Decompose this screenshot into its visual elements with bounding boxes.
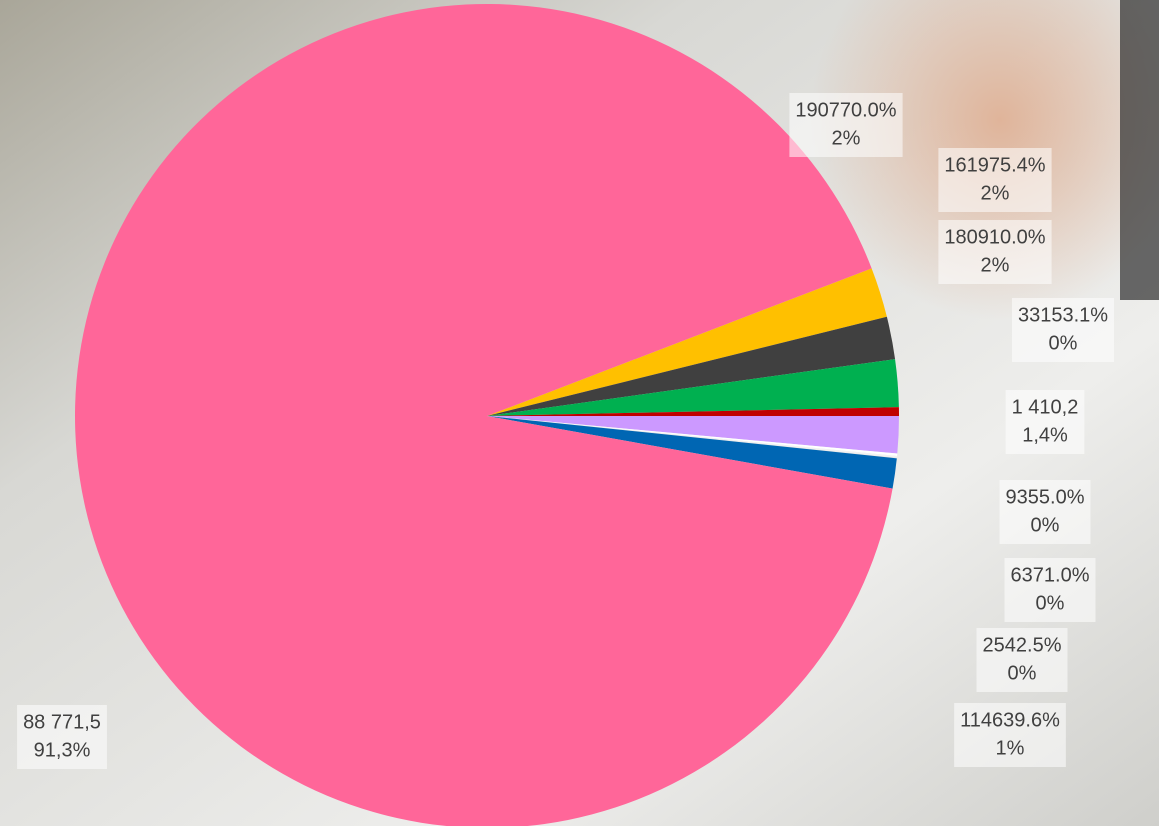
data-label-value: 180910.0% [944,226,1045,248]
data-label-percent: 0% [1031,514,1060,536]
data-label: 33153.1% 0% [1012,298,1114,362]
data-label-value: 1 410,2 [1012,396,1079,418]
data-label: 1 410,2 1,4% [1006,390,1085,454]
data-label-value: 9355.0% [1006,486,1085,508]
data-label-percent: 1% [996,737,1025,759]
data-label-percent: 2% [981,254,1010,276]
data-label-percent: 0% [1008,662,1037,684]
data-label-percent: 0% [1049,332,1078,354]
data-label-value: 161975.4% [944,154,1045,176]
data-label: 2542.5% 0% [977,628,1068,692]
chart: 190770.0%2%161975.4%2%180910.0%2%33153.1… [0,0,1159,826]
data-label: 180910.0% 2% [938,220,1051,284]
data-label-value: 190770.0% [795,99,896,121]
data-label-percent: 91,3% [34,739,91,761]
data-label-percent: 0% [1036,592,1065,614]
data-label-value: 6371.0% [1011,564,1090,586]
data-label: 6371.0% 0% [1005,558,1096,622]
data-label: 161975.4% 2% [938,148,1051,212]
data-label: 114639.6% 1% [954,703,1066,767]
data-label-value: 114639.6% [960,709,1060,731]
data-label: 190770.0% 2% [789,93,902,157]
data-label-percent: 2% [981,182,1010,204]
data-label-percent: 2% [832,127,861,149]
data-label-value: 88 771,5 [23,711,101,733]
page: 190770.0%2%161975.4%2%180910.0%2%33153.1… [0,0,1159,826]
data-label-value: 33153.1% [1018,304,1108,326]
data-label: 88 771,5 91,3% [17,705,107,769]
background-photo [1120,0,1159,300]
data-label-percent: 1,4% [1022,424,1068,446]
data-label-value: 2542.5% [983,634,1062,656]
data-label: 9355.0% 0% [1000,480,1091,544]
